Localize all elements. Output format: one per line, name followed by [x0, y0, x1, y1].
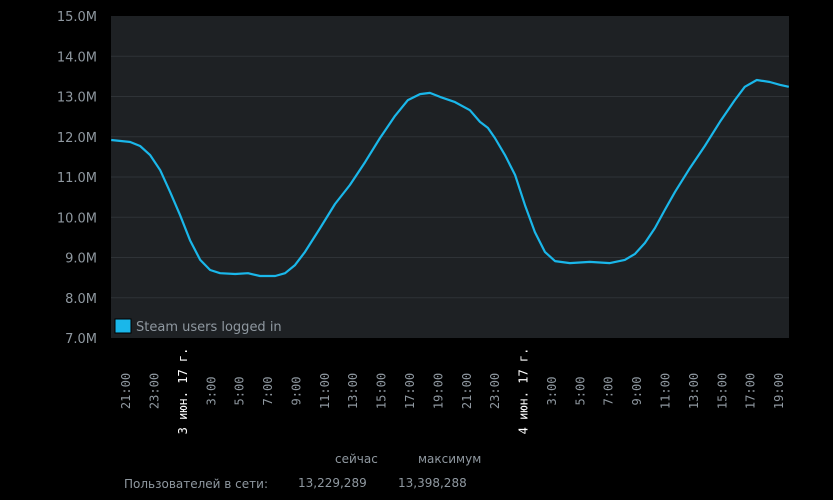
y-tick-label: 10.0M: [57, 211, 97, 226]
y-tick-label: 14.0M: [57, 50, 97, 65]
x-tick-label: 21:00: [119, 373, 133, 409]
x-tick-label: 13:00: [687, 373, 701, 409]
x-tick-label: 11:00: [659, 373, 673, 409]
x-tick-label: 9:00: [289, 377, 303, 406]
x-tick-label: 19:00: [772, 373, 786, 409]
y-tick-label: 15.0M: [57, 10, 97, 25]
y-tick-label: 12.0M: [57, 131, 97, 146]
x-tick-label: 21:00: [460, 373, 474, 409]
series-line: [111, 78, 790, 278]
x-tick-label: 3:00: [204, 377, 218, 406]
stats-header-now: сейчас: [335, 452, 378, 466]
y-tick-label: 8.0M: [65, 292, 97, 307]
y-tick-label: 7.0M: [65, 332, 97, 347]
x-tick-label: 5:00: [233, 377, 247, 406]
x-tick-label: 3:00: [545, 377, 559, 406]
x-tick-label: 13:00: [346, 373, 360, 409]
legend-label: Steam users logged in: [136, 320, 282, 335]
x-tick-label: 17:00: [403, 373, 417, 409]
x-tick-label: 23:00: [488, 373, 502, 409]
x-tick-label: 17:00: [744, 373, 758, 409]
y-tick-label: 11.0M: [57, 171, 97, 186]
x-tick-label: 23:00: [148, 373, 162, 409]
x-tick-label: 7:00: [602, 377, 616, 406]
x-day-label: 4 июн. 17 г.: [517, 348, 531, 435]
x-day-label: 3 июн. 17 г.: [176, 348, 190, 435]
stats-now-value: 13,229,289: [298, 476, 367, 490]
x-tick-label: 5:00: [573, 377, 587, 406]
x-tick-label: 7:00: [261, 377, 275, 406]
stats-row-label: Пользователей в сети:: [124, 477, 268, 491]
users-online-chart: 7.0M 8.0M 9.0M 10.0M 11.0M 12.0M 13.0M 14.0M 15.…: [57, 10, 790, 435]
y-tick-label: 9.0M: [65, 252, 97, 267]
stats-max-value: 13,398,288: [398, 476, 467, 490]
x-tick-label: 15:00: [375, 373, 389, 409]
x-tick-label: 9:00: [630, 377, 644, 406]
stats-header-max: максимум: [418, 452, 482, 466]
x-tick-label: 15:00: [715, 373, 729, 409]
y-tick-label: 13.0M: [57, 91, 97, 106]
x-tick-label: 19:00: [431, 373, 445, 409]
x-tick-label: 11:00: [318, 373, 332, 409]
legend-swatch: [114, 318, 132, 334]
